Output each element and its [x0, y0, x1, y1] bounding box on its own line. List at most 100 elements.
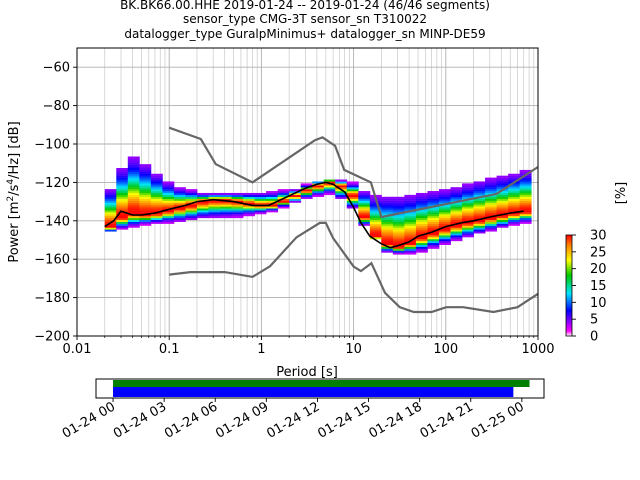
histogram-cell [438, 216, 451, 219]
histogram-cell [381, 248, 394, 251]
histogram-cell [438, 242, 451, 245]
histogram-cell [150, 179, 163, 182]
histogram-cell [208, 204, 221, 207]
histogram-cell [404, 204, 417, 207]
histogram-cell [312, 194, 325, 197]
histogram-cell [150, 181, 163, 184]
histogram-cell [519, 206, 532, 209]
histogram-cell [116, 212, 129, 215]
histogram-cell [381, 237, 394, 240]
histogram-cell [473, 212, 486, 215]
histogram-cell [243, 212, 255, 215]
histogram-cell [473, 208, 486, 211]
histogram-cell [427, 210, 440, 213]
histogram-cell [127, 181, 140, 184]
histogram-cell [220, 202, 232, 205]
histogram-cell [427, 246, 440, 249]
histogram-cell [127, 212, 140, 215]
histogram-cell [404, 248, 417, 251]
histogram-cell [162, 217, 175, 221]
histogram-cell [231, 212, 244, 215]
histogram-cell [127, 177, 140, 180]
histogram-cell [462, 216, 474, 219]
histogram-cell [508, 185, 521, 188]
histogram-cell [415, 231, 428, 234]
histogram-cell [462, 206, 474, 209]
histogram-cell [473, 198, 486, 201]
histogram-cell [323, 179, 336, 182]
histogram-cell [438, 208, 451, 211]
histogram-cell [150, 185, 163, 188]
histogram-cell [150, 217, 163, 221]
histogram-cell [485, 223, 498, 226]
histogram-cell [300, 191, 313, 194]
histogram-cell [519, 194, 532, 197]
histogram-cell [427, 194, 440, 197]
histogram-cell [139, 173, 152, 176]
histogram-cell [381, 204, 394, 207]
histogram-cell [266, 210, 279, 213]
histogram-cell [462, 231, 474, 234]
histogram-cell [496, 225, 509, 228]
histogram-cell [104, 217, 117, 221]
histogram-cell [392, 248, 405, 251]
histogram-cell [450, 219, 463, 222]
histogram-cell [369, 225, 382, 228]
histogram-cell [392, 229, 405, 232]
histogram-cell [508, 183, 521, 186]
histogram-cell [116, 204, 129, 207]
histogram-cell [116, 185, 129, 188]
histogram-cell [415, 192, 428, 196]
histogram-cell [277, 204, 290, 207]
histogram-cell [462, 219, 474, 222]
histogram-cell [415, 221, 428, 224]
histogram-cell [220, 212, 232, 215]
histogram-cell [404, 212, 417, 215]
x-tick-label: 1000 [521, 342, 554, 357]
histogram-cell [116, 169, 129, 173]
histogram-cell [127, 189, 140, 192]
histogram-cell [392, 231, 405, 234]
histogram-cell [519, 219, 532, 222]
histogram-cell [116, 192, 129, 196]
histogram-cell [438, 223, 451, 226]
histogram-cell [392, 235, 405, 238]
histogram-cell [346, 192, 359, 196]
histogram-cell [208, 214, 221, 217]
histogram-cell [346, 189, 359, 192]
histogram-cell [277, 191, 290, 194]
x-axis-label: Period [s] [276, 365, 338, 380]
histogram-cell [358, 192, 371, 196]
histogram-cell [104, 200, 117, 203]
time-tick-label: 01-24 18 [367, 399, 425, 441]
histogram-cell [392, 210, 405, 213]
histogram-cell [508, 204, 521, 207]
histogram-cell [243, 204, 255, 207]
histogram-cell [369, 208, 382, 211]
time-tick-label: 01-25 00 [469, 399, 527, 441]
histogram-cell [185, 198, 198, 201]
histogram-cell [173, 212, 186, 215]
histogram-cell [381, 233, 394, 236]
histogram-cell [369, 219, 382, 222]
histogram-cell [404, 239, 417, 242]
histogram-cell [462, 233, 474, 236]
histogram-cell [312, 191, 325, 194]
histogram-cell [392, 200, 405, 203]
histogram-cell [116, 227, 129, 230]
histogram-cell [150, 214, 163, 217]
histogram-cell [415, 246, 428, 249]
histogram-cell [508, 179, 521, 182]
histogram-cell [404, 244, 417, 247]
y-tick-label: −140 [34, 214, 70, 229]
histogram-cell [150, 204, 163, 207]
histogram-cell [381, 240, 394, 244]
histogram-cell [473, 221, 486, 224]
histogram-cell [450, 192, 463, 196]
histogram-cell [450, 225, 463, 228]
histogram-cell [404, 214, 417, 217]
histogram-cell [104, 189, 117, 192]
histogram-cell [150, 194, 163, 197]
colorbar-tick-label: 25 [590, 245, 607, 260]
